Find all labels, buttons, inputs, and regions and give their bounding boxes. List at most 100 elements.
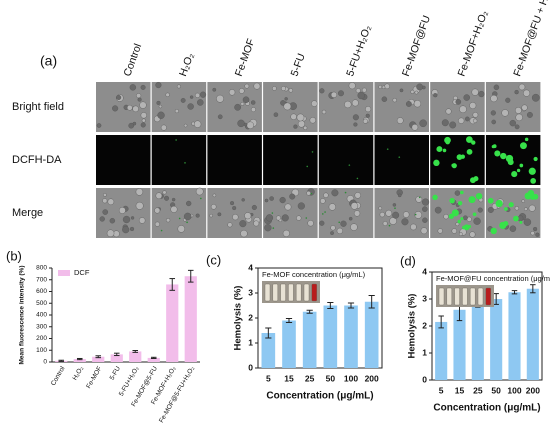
micrograph <box>318 82 374 132</box>
cell <box>434 206 442 214</box>
cell <box>514 124 520 130</box>
cell <box>129 84 137 91</box>
fluorescence <box>533 156 538 162</box>
bar <box>453 309 466 380</box>
cell <box>402 211 410 218</box>
cell <box>138 217 146 224</box>
cell <box>296 215 302 221</box>
cell <box>397 193 402 198</box>
bar <box>92 356 105 362</box>
cell <box>501 109 509 117</box>
micrograph <box>485 188 541 238</box>
column-label: Fe-MOF+H₂O₂ <box>456 9 491 78</box>
cell <box>237 119 245 128</box>
cell <box>155 82 162 89</box>
cell <box>455 99 462 105</box>
cell <box>137 97 142 102</box>
row-label: Bright field <box>12 101 64 113</box>
cell <box>160 124 167 131</box>
image-bg <box>207 135 262 185</box>
fluorescence <box>456 154 463 161</box>
x-tick-label: 5 <box>439 385 444 395</box>
error-bar <box>95 355 102 359</box>
cell <box>132 105 139 113</box>
fluorescence <box>432 194 438 201</box>
cell <box>293 124 298 129</box>
micrograph <box>151 135 207 185</box>
cell <box>419 119 427 128</box>
cell <box>379 212 385 218</box>
cell <box>122 226 130 234</box>
cell <box>521 104 528 111</box>
cell <box>323 192 329 198</box>
cell <box>272 86 277 91</box>
cell <box>240 229 248 238</box>
vial <box>288 283 294 302</box>
cell <box>306 190 311 196</box>
cell <box>264 224 272 232</box>
fluorescence <box>492 144 497 149</box>
cell <box>227 222 233 228</box>
error-bar <box>169 278 176 291</box>
x-tick-label: 25 <box>305 373 315 383</box>
micrograph <box>318 135 374 185</box>
cell <box>378 85 383 89</box>
cell <box>112 105 119 112</box>
fluorescence <box>388 224 391 227</box>
cell <box>509 119 516 127</box>
cell <box>103 193 107 197</box>
cell <box>212 193 217 198</box>
vial <box>296 283 302 302</box>
cell <box>437 228 443 234</box>
cell <box>189 95 194 99</box>
cell <box>392 211 400 219</box>
cell <box>139 101 147 109</box>
fluorescence <box>436 146 443 153</box>
cell <box>381 96 388 102</box>
y-tick-label: 2 <box>248 312 253 322</box>
cell <box>135 188 144 196</box>
y-tick-label: 500 <box>36 300 47 307</box>
cell <box>330 91 338 98</box>
cell <box>280 86 286 91</box>
x-axis-label: Concentration (μg/mL) <box>433 403 540 414</box>
cell <box>458 232 463 236</box>
cell <box>487 206 494 213</box>
cell <box>155 192 163 200</box>
cell <box>156 100 161 105</box>
cell <box>279 196 286 204</box>
cell <box>328 203 336 211</box>
cell <box>230 201 235 206</box>
x-tick-label: H₂O₂ <box>72 365 86 382</box>
vial <box>272 283 278 302</box>
bar <box>147 357 160 362</box>
bar <box>166 284 179 362</box>
legend-swatch <box>58 270 70 276</box>
micrograph <box>207 82 262 132</box>
fluorescence <box>469 177 476 184</box>
cell <box>493 84 500 91</box>
cell <box>473 118 478 123</box>
cell <box>251 204 257 210</box>
cell <box>289 193 296 200</box>
cell <box>352 114 359 121</box>
cell <box>212 87 217 92</box>
error-bar <box>150 356 157 359</box>
micrograph <box>374 82 429 132</box>
fluorescence <box>468 196 476 204</box>
fluorescence <box>520 142 527 150</box>
cell <box>290 113 297 120</box>
x-axis-label: Concentration (μg/mL) <box>266 391 373 402</box>
cell <box>365 106 372 113</box>
column-label: H₂O₂ <box>177 51 196 78</box>
cell <box>509 225 517 232</box>
cell <box>445 108 452 115</box>
fluorescence <box>175 139 177 141</box>
cell <box>273 112 279 117</box>
error-bar <box>530 284 536 294</box>
vial <box>485 287 491 306</box>
cell <box>490 94 498 103</box>
micrograph <box>96 135 151 185</box>
fluorescence <box>451 209 459 217</box>
